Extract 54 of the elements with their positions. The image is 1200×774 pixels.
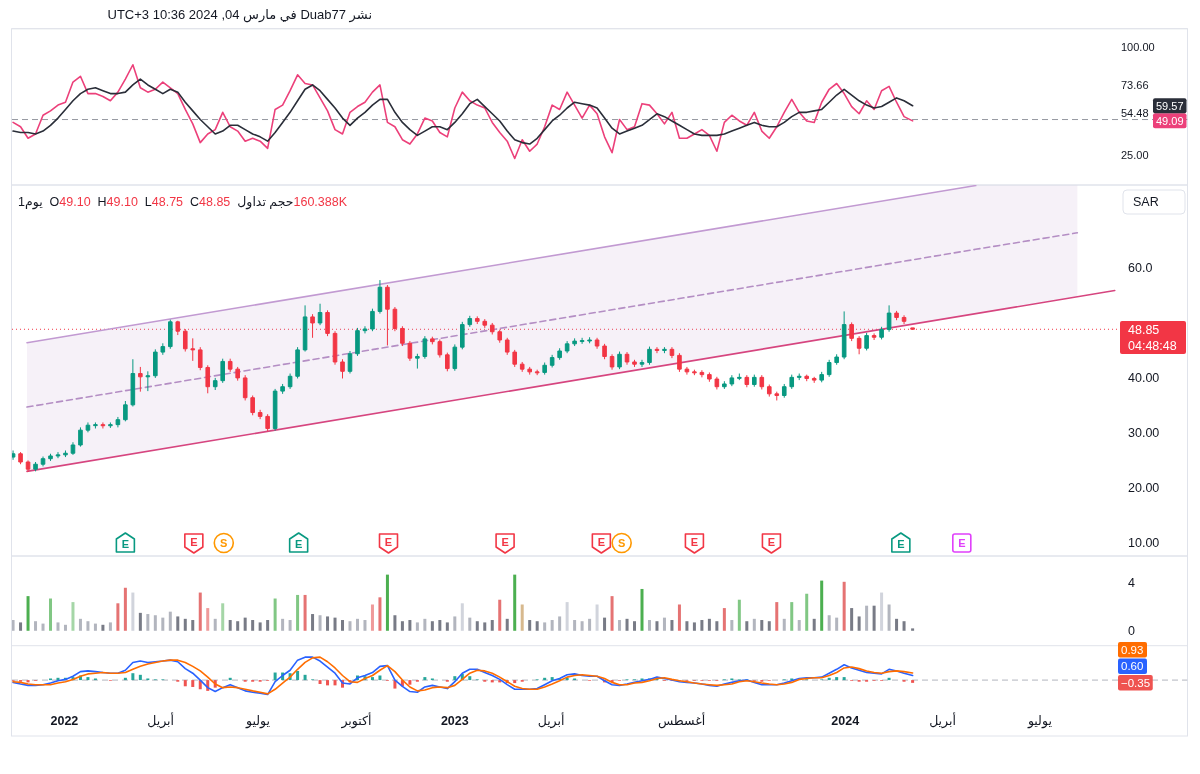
- annotation: 0.93: [1121, 643, 1144, 656]
- x-tick-label: أبريل: [147, 712, 175, 730]
- y-tick-label: 73.66: [1121, 79, 1149, 92]
- annotation: 59.57: [1156, 99, 1184, 112]
- annotation: E: [121, 538, 130, 551]
- x-tick-label: يوليو: [245, 714, 271, 730]
- annotation: E: [384, 535, 393, 548]
- annotation: S: [220, 536, 228, 549]
- chart-title: نشر Duab77 في مارس 04, 2024 10:36 UTC+3: [107, 5, 372, 25]
- square-badge-icon: E: [952, 533, 972, 553]
- y-tick-label: 4: [1128, 576, 1135, 591]
- annotation: 04:48:48: [1128, 339, 1177, 354]
- annotation: 49.09: [1156, 114, 1184, 127]
- x-tick-label: أغسطس: [657, 712, 706, 730]
- annotation: E: [294, 538, 303, 551]
- y-tick-label: 0: [1128, 624, 1135, 639]
- y-tick-label: 60.0: [1128, 261, 1153, 276]
- annotation: SAR: [1133, 195, 1159, 210]
- x-tick-label: أبريل: [929, 712, 956, 730]
- x-tick-label: 2024: [831, 714, 860, 729]
- y-tick-label: 100.00: [1121, 41, 1155, 54]
- circle-badge-icon: S: [213, 532, 235, 554]
- circle-badge-icon: S: [611, 532, 632, 554]
- annotation: E: [690, 535, 699, 548]
- shield-badge-icon: E: [495, 533, 515, 554]
- x-tick-label: 2023: [440, 714, 469, 729]
- annotation: E: [597, 535, 606, 548]
- x-tick-label: أكتوبر: [340, 712, 372, 730]
- pentagon-badge-icon: E: [115, 532, 136, 553]
- ref-line-label: 48.85: [1128, 322, 1160, 337]
- y-tick-label: 25.00: [1121, 149, 1149, 162]
- y-tick-label: 30.00: [1128, 426, 1160, 441]
- annotation: 0.60: [1121, 660, 1144, 673]
- shield-badge-icon: E: [378, 533, 399, 554]
- y-tick-label: 54.48: [1121, 106, 1149, 119]
- annotation: −0.35: [1121, 676, 1151, 689]
- annotation: E: [767, 535, 776, 548]
- y-tick-label: 10.00: [1128, 536, 1160, 551]
- annotation: E: [190, 535, 198, 548]
- y-tick-label: 20.00: [1128, 481, 1160, 496]
- shield-badge-icon: E: [761, 533, 782, 554]
- y-tick-label: 40.00: [1128, 371, 1160, 386]
- pentagon-badge-icon: E: [288, 532, 309, 553]
- x-tick-label: 2022: [50, 714, 79, 729]
- x-tick-label: يوليو: [1026, 714, 1053, 730]
- annotation: E: [501, 535, 509, 548]
- annotation: S: [618, 536, 626, 549]
- shield-badge-icon: E: [684, 533, 705, 554]
- shield-badge-icon: E: [184, 533, 204, 554]
- shield-badge-icon: E: [591, 533, 612, 554]
- pentagon-badge-icon: E: [891, 532, 911, 553]
- x-tick-label: أبريل: [537, 712, 565, 730]
- annotation: E: [897, 538, 905, 551]
- annotation: E: [958, 536, 966, 549]
